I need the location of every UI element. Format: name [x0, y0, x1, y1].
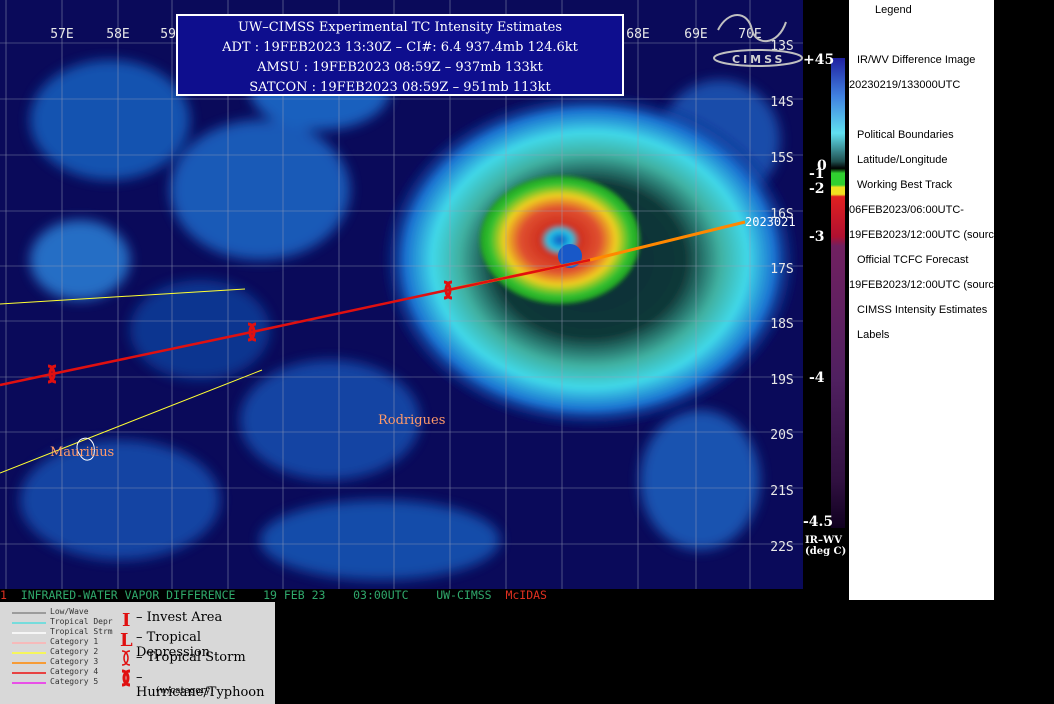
- depression-glyph-icon: L: [120, 630, 133, 651]
- infobox-amsu: AMSU : 19FEB2023 08:59Z – 937mb 133kt: [257, 60, 543, 75]
- cimss-logo-icon: CIMSS: [713, 14, 803, 67]
- hurricane-symbol-icon: [47, 364, 57, 384]
- storm-core: [480, 176, 640, 304]
- latitude-label: 22S: [770, 540, 793, 555]
- track-legend-label: Category 5: [50, 677, 99, 686]
- track-legend-label: Category 4: [50, 667, 99, 676]
- scale-tick: -4: [809, 370, 825, 386]
- track-legend-label: Tropical Strm: [50, 627, 113, 636]
- scale-tick: -1: [809, 166, 825, 182]
- legend-item: CIMSS Intensity Estimates: [857, 304, 988, 316]
- latitude-label: 19S: [770, 373, 793, 388]
- track-legend: I L – Invest Area – Tropical Depression …: [0, 602, 275, 704]
- scale-tick: +45: [803, 52, 835, 68]
- scale-tick: 0: [817, 158, 827, 174]
- place-label-mauritius: Mauritius: [50, 445, 114, 460]
- latitude-label: 20S: [770, 428, 793, 443]
- legend-depression: – Tropical Depression: [136, 630, 211, 660]
- track-legend-label: Category 2: [50, 647, 99, 656]
- colorbar: [831, 58, 845, 528]
- legend-item: Working Best Track: [857, 179, 953, 191]
- legend-hurricane: – Hurricane/Typhoon: [136, 670, 265, 700]
- boundary-line-north: [0, 288, 246, 305]
- longitude-label: 68E: [626, 27, 649, 42]
- legend-item: Official TCFC Forecast: [857, 254, 969, 266]
- status-system: McIDAS: [505, 588, 547, 602]
- longitude-label: 69E: [684, 27, 707, 42]
- longitude-label: 57E: [50, 27, 73, 42]
- legend-item: 19FEB2023/12:00UTC (source:JTWC): [849, 279, 1038, 291]
- legend-invest: – Invest Area: [136, 610, 223, 625]
- track-legend-lines: I L: [12, 610, 133, 687]
- boundary-line-south: [0, 369, 263, 474]
- legend-title: Legend: [875, 4, 912, 16]
- legend-item: 20230219/133000UTC: [849, 79, 961, 91]
- legend-item: Latitude/Longitude: [857, 154, 948, 166]
- legend-item: 06FEB2023/06:00UTC-: [849, 204, 964, 216]
- mauritius-outline: [76, 437, 95, 461]
- legend-item: IR/WV Difference Image: [857, 54, 976, 66]
- longitude-label: 58E: [106, 27, 129, 42]
- invest-glyph-icon: I: [122, 610, 130, 631]
- legend-panel: Legend IR/WV Difference Image 20230219/1…: [849, 0, 1037, 600]
- map-canvas: 57E 58E 59E 68E 69E 70E 13S14S15S16S17S18S19S…: [0, 0, 803, 590]
- track-date-label: 2023021: [745, 215, 796, 229]
- legend-item: Political Boundaries: [857, 129, 954, 141]
- latitude-label: 14S: [770, 95, 793, 110]
- place-label-rodrigues: Rodrigues: [378, 413, 445, 428]
- infobox-title: UW–CIMSS Experimental TC Intensity Estim…: [237, 20, 563, 35]
- legend-item: Labels: [857, 329, 890, 341]
- scale-tick: -4.5: [803, 514, 834, 530]
- image-status-bar: 1 INFRARED-WATER VAPOR DIFFERENCE 19 FEB…: [0, 589, 803, 602]
- tropical-storm-glyph-icon: [121, 650, 131, 666]
- legend-item: 19FEB2023/12:00UTC (source:JTWC): [849, 229, 1038, 241]
- color-scale: +45 0 -1 -2 -3 -4 -4.5 IR–WV (deg C): [803, 0, 849, 600]
- status-frame-number: 1: [0, 588, 7, 602]
- legend-category-note: (w/category): [156, 686, 214, 696]
- track-legend-label: Category 1: [50, 637, 99, 646]
- hurricane-symbol-icon: [443, 280, 453, 300]
- lat-lon-grid: [0, 0, 803, 590]
- track-legend-label: Tropical Depr: [50, 617, 113, 626]
- latitude-label: 18S: [770, 317, 793, 332]
- scale-tick: -2: [809, 181, 825, 197]
- legend-tropical-storm: – Tropical Storm: [136, 650, 246, 665]
- latitude-label: 21S: [770, 484, 793, 499]
- latitude-label: 16S: [770, 207, 793, 222]
- scale-unit: IR–WV (deg C): [805, 535, 847, 557]
- latitude-label: 15S: [770, 151, 793, 166]
- infobox-satcon: SATCON : 19FEB2023 08:59Z – 951mb 113kt: [249, 80, 551, 95]
- svg-text:CIMSS: CIMSS: [732, 53, 785, 66]
- best-track: [0, 258, 591, 387]
- infobox-adt: ADT : 19FEB2023 13:30Z – CI#: 6.4 937.4m…: [222, 40, 578, 55]
- scale-tick: -3: [809, 229, 825, 245]
- hurricane-glyph-icon: [121, 669, 131, 687]
- hurricane-symbol-icon: [247, 322, 257, 342]
- satellite-map: 57E 58E 59E 68E 69E 70E 13S 14S 15S 16S 17S 18S 19S…: [0, 0, 803, 590]
- track-legend-label: Low/Wave: [50, 607, 89, 616]
- status-text: INFRARED-WATER VAPOR DIFFERENCE 19 FEB 2…: [6, 588, 506, 602]
- track-legend-label: Category 3: [50, 657, 99, 666]
- latitude-label: 17S: [770, 262, 793, 277]
- intensity-estimates-box: UW–CIMSS Experimental TC Intensity Estim…: [176, 14, 624, 96]
